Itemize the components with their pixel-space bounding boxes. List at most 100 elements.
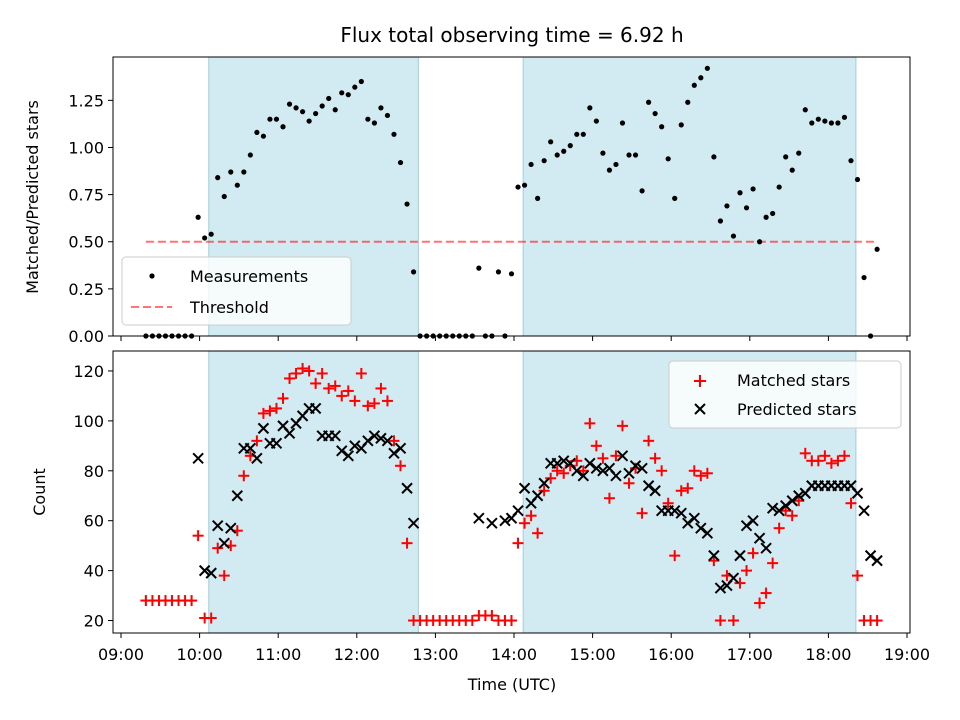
predicted-point [871, 554, 883, 567]
measurement-point [737, 190, 743, 196]
measurement-point [495, 269, 502, 275]
predicted-point [649, 485, 661, 497]
predicted-point [244, 442, 257, 455]
predicted-point [368, 430, 381, 442]
measurement-point [815, 116, 821, 122]
measurement-point [195, 214, 201, 220]
matched-point [871, 615, 883, 627]
matched-point [852, 570, 864, 582]
measurement-point [619, 120, 626, 126]
predicted-point [270, 437, 283, 450]
predicted-point [629, 460, 642, 472]
measurement-point [365, 116, 371, 122]
bottom-y-tick-label: 80 [84, 462, 104, 481]
measurement-point [319, 103, 325, 109]
measurement-point [371, 120, 378, 126]
measurement-point [580, 131, 586, 137]
measurement-point [848, 158, 854, 164]
top-legend: Measurements Threshold [121, 256, 352, 326]
bottom-axes-frame [112, 350, 911, 634]
top-y-tick-label: 0.50 [68, 233, 104, 252]
predicted-point [192, 452, 204, 465]
measurement-point [358, 78, 364, 85]
matched-point [675, 485, 687, 497]
measurement-point [756, 239, 763, 245]
measurement-point [854, 176, 861, 183]
measurement-point [273, 116, 280, 122]
matched-point [381, 395, 393, 407]
predicted-point [747, 514, 759, 527]
predicted-point [205, 567, 217, 579]
top-y-tick-label: 1.25 [68, 91, 104, 110]
measurement-point [339, 90, 345, 96]
measurement-point [613, 161, 619, 168]
measurement-point [202, 235, 208, 241]
bottom-y-tick-label: 100 [73, 412, 104, 431]
matched-point [342, 385, 354, 397]
matched-point [799, 447, 811, 459]
predicted-point [309, 402, 322, 415]
matched-point [336, 390, 348, 402]
matched-point [192, 530, 204, 542]
predicted-point [381, 435, 394, 447]
measurement-point [796, 150, 802, 156]
predicted-point [597, 465, 609, 477]
matched-point [186, 595, 198, 607]
predicted-point [551, 457, 563, 470]
measurement-point [717, 218, 724, 224]
measurement-point [711, 154, 717, 160]
predicted-point [760, 542, 772, 554]
predicted-point [329, 430, 341, 442]
measurement-point [313, 110, 319, 117]
predicted-point [701, 527, 714, 539]
matched-point [584, 417, 596, 429]
x-tick-label: 16:00 [648, 645, 694, 664]
measurement-point [645, 99, 652, 105]
bottom-panel: 09:00 10:00 11:00 12:00 13:00 14:00 15:00 16:00… [30, 350, 930, 694]
measurement-point [280, 124, 286, 130]
measurement-point [548, 139, 554, 145]
measurement-point [352, 84, 358, 90]
predicted-point [851, 487, 864, 499]
measurement-point [776, 184, 782, 190]
bottom-legend-box [668, 360, 902, 429]
matched-point [290, 367, 302, 379]
bottom-y-tick-label: 40 [84, 562, 104, 581]
predicted-point [642, 480, 655, 492]
matched-point [688, 465, 700, 477]
predicted-point [401, 482, 413, 494]
top-x-ticks [120, 336, 908, 341]
predicted-point [251, 452, 263, 465]
bottom-y-ticks: 20 40 60 80 100 120 [73, 362, 113, 631]
predicted-point [793, 490, 805, 502]
predicted-point [388, 447, 400, 460]
predicted-point [616, 450, 629, 462]
predicted-point [558, 455, 570, 467]
matched-point [375, 382, 387, 394]
matched-point [323, 382, 335, 394]
predicted-point [688, 512, 701, 524]
measurement-point [345, 92, 351, 98]
predicted-point [727, 572, 740, 584]
matched-point [558, 467, 570, 479]
measurement-point [299, 109, 306, 115]
legend-label-predicted: Predicted stars [737, 400, 857, 419]
measurement-point [600, 150, 606, 156]
predicted-point [336, 445, 348, 457]
measurement-point [724, 203, 730, 209]
measurement-point [378, 105, 384, 111]
measurement-point [332, 107, 338, 113]
measurement-point [561, 148, 567, 154]
predicted-point [675, 507, 687, 519]
matched-point [519, 517, 531, 529]
matched-point [636, 507, 648, 519]
measurement-point [783, 154, 789, 160]
x-tick-label: 17:00 [727, 645, 773, 664]
measurement-point [730, 233, 737, 239]
predicted-point [394, 442, 407, 455]
matched-point [825, 457, 837, 469]
measurement-point [404, 201, 410, 207]
top-legend-box [121, 256, 352, 326]
measurement-point [639, 188, 645, 194]
